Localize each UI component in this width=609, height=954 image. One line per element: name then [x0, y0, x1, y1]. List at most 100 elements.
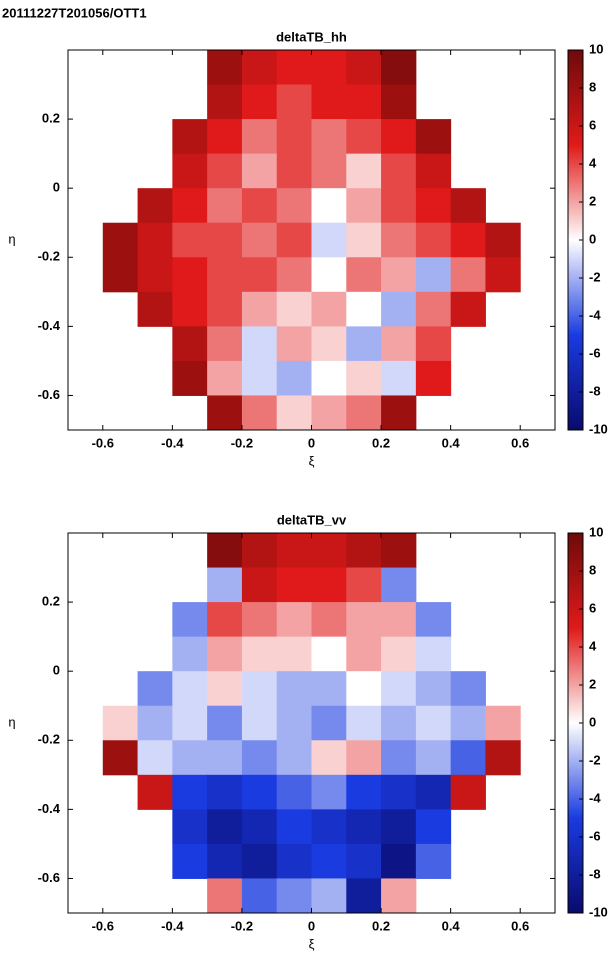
heatmap-cell	[276, 636, 312, 672]
heatmap-cell	[241, 740, 278, 776]
heatmap-cell	[381, 291, 417, 327]
heatmap-cell	[172, 843, 208, 879]
heatmap-cell	[137, 222, 173, 258]
heatmap-cell	[485, 222, 521, 258]
y-tick-label: -0.4	[38, 801, 61, 816]
heatmap-cell	[172, 291, 208, 327]
x-tick-label: 0	[308, 435, 315, 450]
heatmap-cell	[381, 50, 417, 86]
heatmap-cell	[311, 774, 347, 810]
heatmap-cell	[207, 119, 243, 155]
heatmap-cell	[381, 636, 417, 672]
heatmap-cell	[450, 705, 486, 741]
heatmap-cell	[415, 774, 452, 810]
x-tick-label: -0.2	[231, 435, 253, 450]
heatmap-cell	[207, 809, 243, 845]
heatmap-cell	[276, 602, 312, 638]
colorbar-tick-label: 8	[589, 562, 596, 577]
y-tick-label: 0	[53, 663, 60, 678]
heatmap-cell	[172, 602, 208, 638]
heatmap-cell	[311, 188, 347, 224]
colorbar-tick-label: 2	[589, 676, 596, 691]
heatmap-cell	[346, 326, 382, 362]
heatmap-cell	[346, 222, 382, 258]
heatmap-cell	[172, 326, 208, 362]
heatmap-cell	[172, 705, 208, 741]
y-axis-label: η	[8, 231, 15, 246]
heatmap-cell	[346, 395, 382, 430]
heatmap	[102, 533, 521, 913]
heatmap-cell	[346, 774, 382, 810]
x-tick-label: 0.4	[442, 918, 461, 933]
x-tick-label: 0.2	[372, 918, 390, 933]
heatmap-cell	[381, 774, 417, 810]
heatmap-cell	[346, 636, 382, 672]
heatmap-cell	[241, 395, 278, 430]
heatmap-cell	[381, 326, 417, 362]
heatmap-cell	[207, 50, 243, 86]
x-tick-label: -0.4	[161, 435, 184, 450]
heatmap-cell	[241, 326, 278, 362]
colorbar-tick-label: -6	[589, 828, 601, 843]
heatmap-cell	[415, 740, 452, 776]
heatmap-cell	[241, 360, 278, 396]
heatmap-cell	[276, 326, 312, 362]
heatmap-cell	[207, 774, 243, 810]
heatmap-cell	[241, 843, 278, 879]
colorbar-tick-label: -6	[589, 345, 601, 360]
heatmap-cell	[241, 50, 278, 86]
heatmap-cell	[207, 222, 243, 258]
heatmap-cell	[207, 188, 243, 224]
heatmap-cell	[207, 360, 243, 396]
heatmap-cell	[311, 222, 347, 258]
heatmap-cell	[241, 119, 278, 155]
y-tick-label: -0.6	[38, 387, 60, 402]
heatmap-cell	[241, 602, 278, 638]
colorbar-tick-label: -10	[589, 904, 608, 919]
heatmap-cell	[311, 740, 347, 776]
colorbar-tick-label: -10	[589, 421, 608, 436]
heatmap-cell	[276, 843, 312, 879]
colorbar-tick-label: 6	[589, 117, 596, 132]
heatmap-cell	[415, 705, 452, 741]
heatmap-cell	[311, 533, 347, 569]
figure-title: 20111227T201056/OTT1	[2, 5, 147, 20]
heatmap-cell	[241, 291, 278, 327]
heatmap-cell	[346, 533, 382, 569]
heatmap-cell	[276, 533, 312, 569]
heatmap-cell	[346, 843, 382, 879]
heatmap-cell	[137, 705, 173, 741]
heatmap-cell	[311, 50, 347, 86]
heatmap-cell	[311, 636, 347, 672]
heatmap-cell	[311, 153, 347, 189]
x-tick-label: -0.6	[92, 918, 114, 933]
heatmap-cell	[241, 705, 278, 741]
heatmap-cell	[102, 257, 139, 293]
heatmap-cell	[485, 705, 521, 741]
x-tick-label: -0.4	[161, 918, 184, 933]
heatmap-cell	[346, 602, 382, 638]
heatmap-cell	[450, 188, 486, 224]
heatmap-cell	[137, 671, 173, 707]
colorbar-tick-label: -4	[589, 307, 601, 322]
heatmap-cell	[137, 740, 173, 776]
heatmap-cell	[137, 257, 173, 293]
heatmap-cell	[381, 222, 417, 258]
heatmap-cell	[415, 188, 452, 224]
colorbar-tick-label: 10	[589, 41, 603, 56]
y-tick-label: 0.2	[42, 111, 60, 126]
heatmap-cell	[311, 567, 347, 603]
heatmap-cell	[241, 188, 278, 224]
colorbar-tick-label: 8	[589, 79, 596, 94]
heatmap-cell	[241, 533, 278, 569]
colorbar-tick-label: 4	[589, 155, 597, 170]
heatmap-cell	[450, 740, 486, 776]
heatmap-cell	[346, 360, 382, 396]
chart-title: deltaTB_hh	[276, 29, 347, 44]
heatmap-cell	[346, 153, 382, 189]
heatmap-cell	[207, 602, 243, 638]
heatmap-cell	[485, 257, 521, 293]
heatmap-cell	[346, 809, 382, 845]
x-axis-label: ξ	[309, 453, 315, 468]
heatmap-cell	[415, 222, 452, 258]
